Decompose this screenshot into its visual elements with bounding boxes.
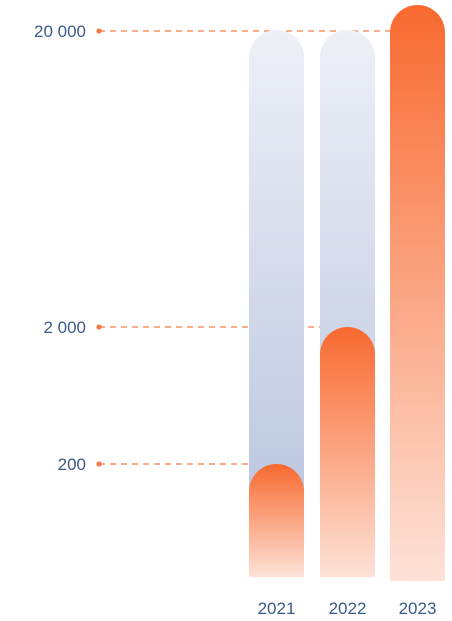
guide-dot-1 bbox=[96, 324, 102, 330]
guide-dot-0 bbox=[96, 28, 102, 34]
bars bbox=[249, 4, 445, 581]
y-tick-label-2: 200 bbox=[58, 455, 86, 474]
x-tick-label-2022: 2022 bbox=[329, 599, 367, 618]
bar-track-2021 bbox=[249, 29, 304, 577]
guide-dot-2 bbox=[96, 461, 102, 467]
y-axis-labels: 20 000 2 000 200 bbox=[34, 22, 86, 474]
y-tick-label-0: 20 000 bbox=[34, 22, 86, 41]
y-tick-label-1: 2 000 bbox=[43, 318, 86, 337]
bar-2022 bbox=[320, 326, 375, 577]
x-tick-label-2023: 2023 bbox=[399, 599, 437, 618]
x-axis-labels: 2021 2022 2023 bbox=[258, 599, 437, 618]
x-tick-label-2021: 2021 bbox=[258, 599, 296, 618]
bar-2021 bbox=[249, 463, 304, 577]
bar-2023 bbox=[390, 4, 445, 581]
